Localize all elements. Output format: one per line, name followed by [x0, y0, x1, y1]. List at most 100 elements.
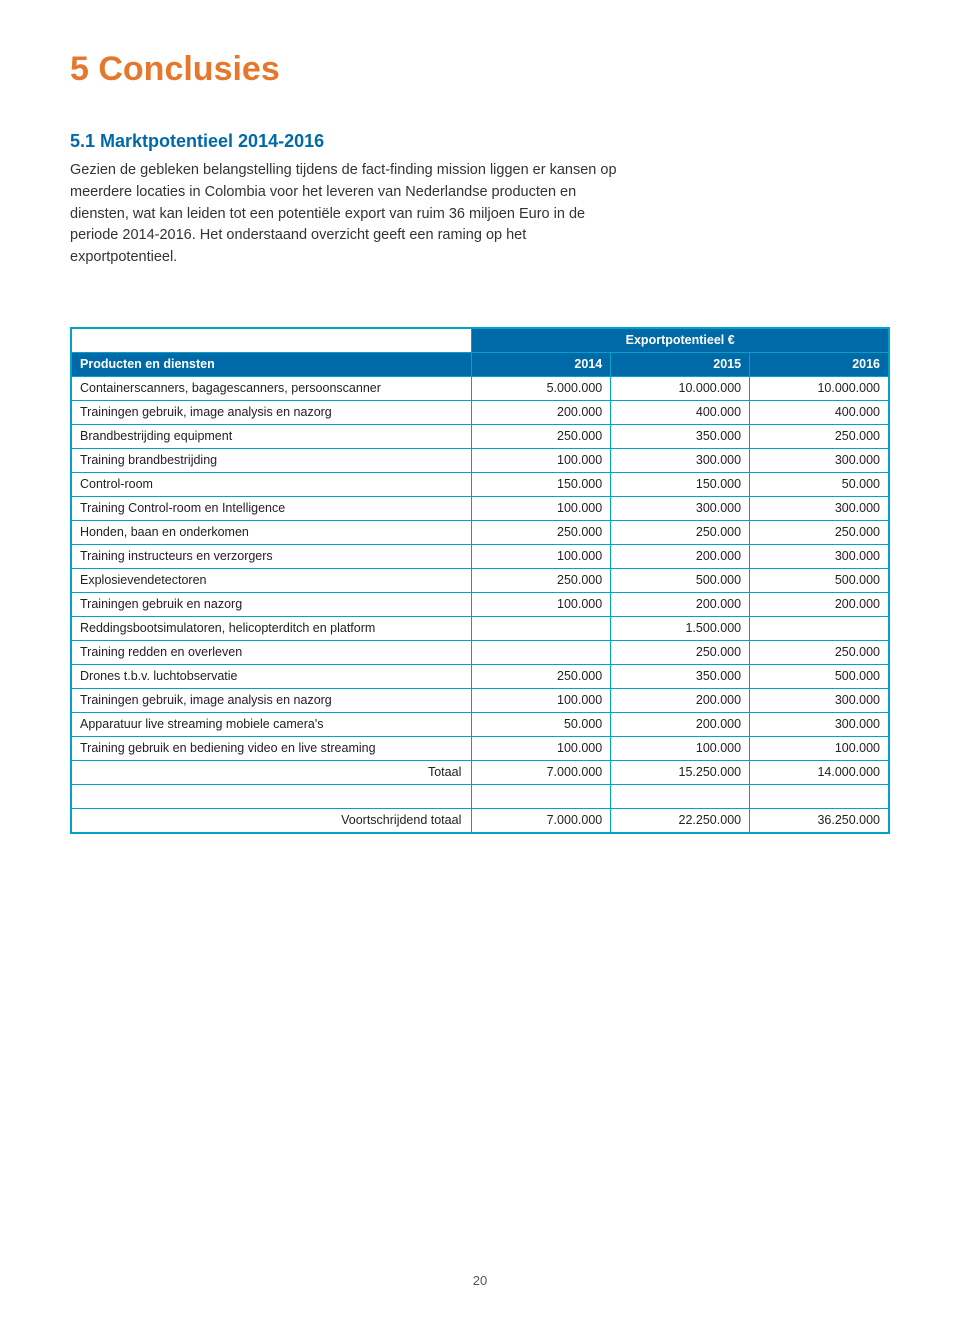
- totaal-value: 14.000.000: [750, 760, 889, 784]
- row-value: 300.000: [750, 688, 889, 712]
- table-row: Training gebruik en bediening video en l…: [72, 736, 889, 760]
- row-value: 100.000: [472, 688, 611, 712]
- row-value: 100.000: [472, 736, 611, 760]
- row-label: Apparatuur live streaming mobiele camera…: [72, 712, 472, 736]
- row-value: 200.000: [611, 688, 750, 712]
- row-value: 250.000: [472, 520, 611, 544]
- table-row: Brandbestrijding equipment250.000350.000…: [72, 424, 889, 448]
- table-header-export: Exportpotentieel €: [472, 328, 889, 352]
- row-value: 250.000: [750, 424, 889, 448]
- page-number: 20: [0, 1273, 960, 1288]
- row-value: 400.000: [611, 400, 750, 424]
- row-voortschrijdend: Voortschrijdend totaal7.000.00022.250.00…: [72, 808, 889, 832]
- page-title: 5 Conclusies: [70, 50, 890, 89]
- row-value: 400.000: [750, 400, 889, 424]
- table-row: Honden, baan en onderkomen250.000250.000…: [72, 520, 889, 544]
- row-value: 250.000: [472, 424, 611, 448]
- row-label: Containerscanners, bagagescanners, perso…: [72, 376, 472, 400]
- row-value: 100.000: [472, 496, 611, 520]
- row-value: [750, 616, 889, 640]
- row-value: 1.500.000: [611, 616, 750, 640]
- row-value: 250.000: [472, 568, 611, 592]
- empty-cell: [750, 784, 889, 808]
- row-value: 100.000: [472, 592, 611, 616]
- row-value: 300.000: [750, 496, 889, 520]
- voort-value: 7.000.000: [472, 808, 611, 832]
- row-value: 50.000: [472, 712, 611, 736]
- export-table: Exportpotentieel € Producten en diensten…: [70, 327, 890, 834]
- body-paragraph: Gezien de gebleken belangstelling tijden…: [70, 160, 630, 269]
- row-value: 200.000: [611, 544, 750, 568]
- row-value: 300.000: [750, 448, 889, 472]
- row-value: 300.000: [611, 448, 750, 472]
- row-label: Control-room: [72, 472, 472, 496]
- table-row: Training brandbestrijding100.000300.0003…: [72, 448, 889, 472]
- empty-cell: [472, 784, 611, 808]
- row-value: 250.000: [750, 640, 889, 664]
- row-value: 100.000: [750, 736, 889, 760]
- table-row: Trainingen gebruik en nazorg100.000200.0…: [72, 592, 889, 616]
- table-row: Reddingsbootsimulatoren, helicopterditch…: [72, 616, 889, 640]
- row-value: 150.000: [611, 472, 750, 496]
- totaal-value: 7.000.000: [472, 760, 611, 784]
- row-value: 10.000.000: [750, 376, 889, 400]
- table-row: Trainingen gebruik, image analysis en na…: [72, 400, 889, 424]
- row-value: 5.000.000: [472, 376, 611, 400]
- empty-cell: [611, 784, 750, 808]
- row-label: Training gebruik en bediening video en l…: [72, 736, 472, 760]
- row-value: 200.000: [472, 400, 611, 424]
- empty-cell: [72, 784, 472, 808]
- row-value: 250.000: [750, 520, 889, 544]
- table-row: Explosievendetectoren250.000500.000500.0…: [72, 568, 889, 592]
- row-value: 200.000: [611, 592, 750, 616]
- row-label: Trainingen gebruik, image analysis en na…: [72, 400, 472, 424]
- table-row: Containerscanners, bagagescanners, perso…: [72, 376, 889, 400]
- table-row: Training instructeurs en verzorgers100.0…: [72, 544, 889, 568]
- row-label: Trainingen gebruik, image analysis en na…: [72, 688, 472, 712]
- row-label: Training brandbestrijding: [72, 448, 472, 472]
- table-row: Control-room150.000150.00050.000: [72, 472, 889, 496]
- row-label: Drones t.b.v. luchtobservatie: [72, 664, 472, 688]
- row-value: [472, 640, 611, 664]
- row-value: 500.000: [750, 568, 889, 592]
- row-label: Training instructeurs en verzorgers: [72, 544, 472, 568]
- row-empty: [72, 784, 889, 808]
- row-label: Reddingsbootsimulatoren, helicopterditch…: [72, 616, 472, 640]
- table-row: Training redden en overleven 250.000250.0…: [72, 640, 889, 664]
- section-subheading: 5.1 Marktpotentieel 2014-2016: [70, 131, 890, 152]
- voort-value: 22.250.000: [611, 808, 750, 832]
- table-row: Training Control-room en Intelligence100…: [72, 496, 889, 520]
- table-row: Apparatuur live streaming mobiele camera…: [72, 712, 889, 736]
- row-label: Explosievendetectoren: [72, 568, 472, 592]
- totaal-value: 15.250.000: [611, 760, 750, 784]
- row-value: 500.000: [750, 664, 889, 688]
- row-value: 200.000: [611, 712, 750, 736]
- row-label: Trainingen gebruik en nazorg: [72, 592, 472, 616]
- row-label: Training redden en overleven: [72, 640, 472, 664]
- table-col-label: Producten en diensten: [72, 352, 472, 376]
- table-header-empty: [72, 328, 472, 352]
- row-label: Honden, baan en onderkomen: [72, 520, 472, 544]
- table-col-year-2: 2016: [750, 352, 889, 376]
- row-value: 100.000: [472, 544, 611, 568]
- row-value: 200.000: [750, 592, 889, 616]
- table-col-year-0: 2014: [472, 352, 611, 376]
- row-value: 300.000: [750, 712, 889, 736]
- totaal-label: Totaal: [72, 760, 472, 784]
- row-value: 500.000: [611, 568, 750, 592]
- voort-label: Voortschrijdend totaal: [72, 808, 472, 832]
- row-value: 100.000: [611, 736, 750, 760]
- row-totaal: Totaal7.000.00015.250.00014.000.000: [72, 760, 889, 784]
- table-row: Drones t.b.v. luchtobservatie250.000350.…: [72, 664, 889, 688]
- row-value: 350.000: [611, 424, 750, 448]
- row-value: [472, 616, 611, 640]
- row-value: 50.000: [750, 472, 889, 496]
- row-label: Training Control-room en Intelligence: [72, 496, 472, 520]
- row-value: 150.000: [472, 472, 611, 496]
- row-value: 250.000: [611, 640, 750, 664]
- row-value: 300.000: [611, 496, 750, 520]
- row-value: 100.000: [472, 448, 611, 472]
- row-value: 350.000: [611, 664, 750, 688]
- row-label: Brandbestrijding equipment: [72, 424, 472, 448]
- row-value: 250.000: [611, 520, 750, 544]
